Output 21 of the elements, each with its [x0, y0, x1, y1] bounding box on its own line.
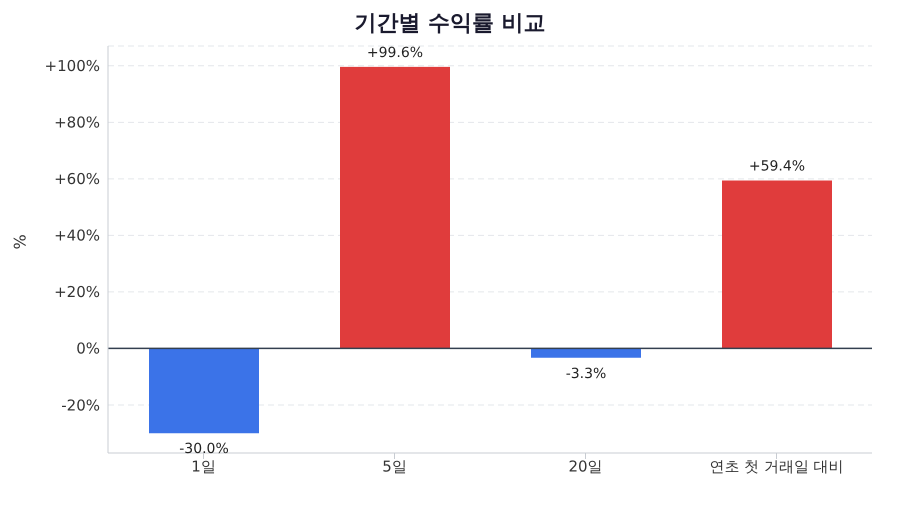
- bar: [531, 348, 641, 358]
- x-tick-label: 20일: [568, 458, 603, 476]
- data-label: -3.3%: [566, 366, 606, 382]
- y-tick-label: 0%: [76, 340, 100, 358]
- y-tick-label: +60%: [54, 170, 100, 188]
- chart-title: 기간별 수익률 비교: [353, 10, 547, 38]
- y-axis-title: %: [10, 234, 30, 250]
- y-tick-label: +80%: [54, 114, 100, 132]
- x-tick-label: 5일: [382, 458, 407, 476]
- data-label: +59.4%: [748, 158, 806, 175]
- bar: [722, 180, 832, 348]
- bar: [149, 348, 259, 434]
- y-tick-label: -20%: [61, 396, 100, 414]
- data-label: +99.6%: [366, 44, 424, 61]
- data-label: -30.0%: [179, 441, 229, 458]
- y-tick-label: +100%: [44, 57, 100, 76]
- x-tick-label: 1일: [191, 458, 216, 476]
- bar: [340, 66, 450, 348]
- x-tick-label: 연초 첫 거래일 대비: [709, 458, 844, 476]
- y-tick-label: +40%: [54, 226, 100, 245]
- y-tick-label: +20%: [54, 283, 100, 302]
